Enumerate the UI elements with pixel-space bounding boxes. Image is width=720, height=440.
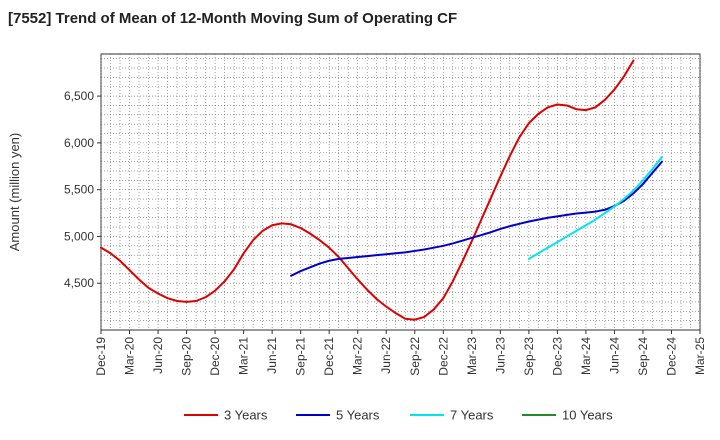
x-tick-label: Sep-21: [294, 337, 308, 376]
legend-label-3-years: 3 Years: [224, 408, 268, 423]
y-axis-label: Amount (million yen): [7, 133, 22, 252]
x-tick-label: Mar-25: [693, 337, 707, 375]
x-tick-label: Dec-24: [664, 337, 678, 376]
x-tick-label: Sep-20: [180, 337, 194, 376]
legend-label-5-years: 5 Years: [336, 408, 380, 423]
x-tick-label: Mar-24: [579, 337, 593, 375]
x-tick-label: Jun-20: [151, 337, 165, 374]
x-tick-label: Mar-22: [351, 337, 365, 375]
y-tick-label: 6,000: [64, 136, 94, 150]
x-tick-label: Jun-24: [607, 337, 621, 374]
y-tick-label: 4,500: [64, 276, 94, 290]
x-tick-label: Dec-22: [436, 337, 450, 376]
grid-lines: [100, 54, 701, 330]
legend-label-10-years: 10 Years: [562, 408, 613, 423]
x-tick-label: Sep-24: [636, 337, 650, 376]
series-line-7-years: [527, 155, 663, 260]
x-tick-label: Mar-20: [123, 337, 137, 375]
legend: 3 Years 5 Years 7 Years 10 Years: [184, 408, 613, 423]
x-tick-label: Jun-21: [265, 337, 279, 374]
x-tick-label: Dec-23: [550, 337, 564, 376]
legend-label-7-years: 7 Years: [450, 408, 494, 423]
x-tick-label: Dec-19: [94, 337, 108, 376]
x-tick-label: Sep-23: [522, 337, 536, 376]
x-tick-label: Dec-20: [208, 337, 222, 376]
series-line-3-years: [100, 59, 635, 321]
x-tick-label: Jun-22: [379, 337, 393, 374]
chart-title: [7552] Trend of Mean of 12-Month Moving …: [8, 10, 458, 27]
x-axis-ticks: Dec-19 Mar-20 Jun-20 Sep-20 Dec-20 Mar-21 Jun-…: [94, 330, 707, 376]
x-tick-label: Jun-23: [493, 337, 507, 374]
y-tick-label: 5,500: [64, 183, 94, 197]
y-tick-label: 6,500: [64, 89, 94, 103]
x-tick-label: Mar-21: [237, 337, 251, 375]
series-line-5-years: [290, 160, 663, 277]
series-lines: [100, 59, 663, 321]
y-axis-ticks: 4,500 5,000 5,500 6,000 6,500: [64, 89, 101, 290]
x-tick-label: Dec-21: [322, 337, 336, 376]
x-tick-label: Sep-22: [408, 337, 422, 376]
x-tick-label: Mar-23: [465, 337, 479, 375]
y-tick-label: 5,000: [64, 229, 94, 243]
